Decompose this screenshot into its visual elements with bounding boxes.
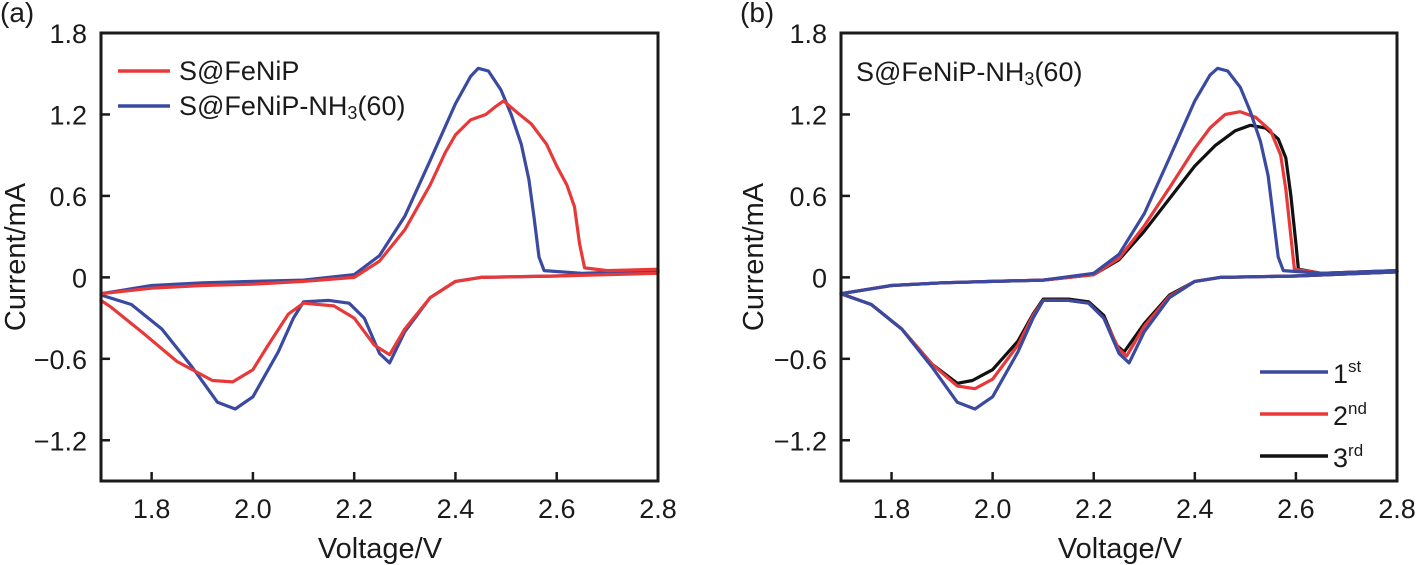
y-tick-label: −0.6 bbox=[34, 345, 87, 375]
panel-a-xlabel: Voltage/V bbox=[318, 533, 443, 565]
y-tick-label: −1.2 bbox=[34, 426, 87, 456]
legend-label-2nd: 2nd bbox=[1333, 399, 1367, 431]
x-tick-label: 2.2 bbox=[1075, 494, 1113, 524]
y-tick-label: 1.8 bbox=[49, 19, 87, 49]
panel-a: (a) 1.8 2.0 2.2 2.4 2.6 2.8 1.8 1.2 0.6 0 −0.6 −1.2… bbox=[0, 0, 677, 565]
x-tick-label: 1.8 bbox=[873, 494, 911, 524]
panel-a-plot-frame bbox=[99, 31, 660, 483]
y-tick-label: 0 bbox=[812, 263, 827, 293]
panel-b: (b) 1.8 2.0 2.2 2.4 2.6 2.8 1.8 1.2 0.6 0 −0.6 −1.2… bbox=[738, 0, 1416, 565]
panel-b-legend: 1st 2nd 3rd bbox=[1260, 357, 1367, 473]
x-tick-label: 2.4 bbox=[437, 494, 475, 524]
panel-b-ticks: 1.8 2.0 2.2 2.4 2.6 2.8 1.8 1.2 0.6 0 −0.6 −1.2 bbox=[774, 19, 1416, 524]
x-tick-label: 2.8 bbox=[639, 494, 677, 524]
y-tick-label: 0.6 bbox=[789, 182, 827, 212]
series-line-1st bbox=[839, 66, 1399, 411]
panel-b-plot-frame bbox=[839, 31, 1399, 483]
panel-a-label: (a) bbox=[0, 0, 34, 28]
panel-b-xlabel: Voltage/V bbox=[1058, 533, 1183, 565]
y-tick-label: 0 bbox=[72, 263, 87, 293]
series-line-s-fenip bbox=[99, 99, 660, 384]
panel-a-ticks: 1.8 2.0 2.2 2.4 2.6 2.8 1.8 1.2 0.6 0 −0.6 −1.2 bbox=[34, 19, 677, 524]
y-tick-label: −0.6 bbox=[774, 345, 827, 375]
x-tick-label: 2.2 bbox=[335, 494, 373, 524]
panel-b-ylabel: Current/mA bbox=[738, 182, 770, 331]
panel-a-legend: S@FeNiP S@FeNiP-NH3(60) bbox=[118, 56, 405, 123]
x-tick-label: 2.4 bbox=[1176, 494, 1214, 524]
x-tick-label: 2.6 bbox=[538, 494, 576, 524]
x-tick-label: 1.8 bbox=[133, 494, 171, 524]
y-tick-label: −1.2 bbox=[774, 426, 827, 456]
panel-b-label: (b) bbox=[740, 0, 774, 28]
x-tick-label: 2.0 bbox=[234, 494, 272, 524]
panel-b-series-layer bbox=[839, 66, 1399, 411]
legend-label-3rd: 3rd bbox=[1333, 441, 1363, 473]
y-tick-label: 0.6 bbox=[49, 182, 87, 212]
series-line-2nd bbox=[839, 110, 1399, 391]
legend-label-1st: 1st bbox=[1333, 357, 1362, 389]
legend-label-s-fenip: S@FeNiP bbox=[179, 56, 299, 86]
legend-label-s-fenip-nh3: S@FeNiP-NH3(60) bbox=[179, 91, 405, 123]
x-tick-label: 2.0 bbox=[974, 494, 1012, 524]
x-tick-label: 2.6 bbox=[1277, 494, 1315, 524]
y-tick-label: 1.8 bbox=[789, 19, 827, 49]
x-tick-label: 2.8 bbox=[1378, 494, 1416, 524]
y-tick-label: 1.2 bbox=[49, 100, 87, 130]
panel-a-ylabel: Current/mA bbox=[0, 182, 32, 331]
panel-b-annotation: S@FeNiP-NH3(60) bbox=[856, 57, 1082, 89]
y-tick-label: 1.2 bbox=[789, 100, 827, 130]
